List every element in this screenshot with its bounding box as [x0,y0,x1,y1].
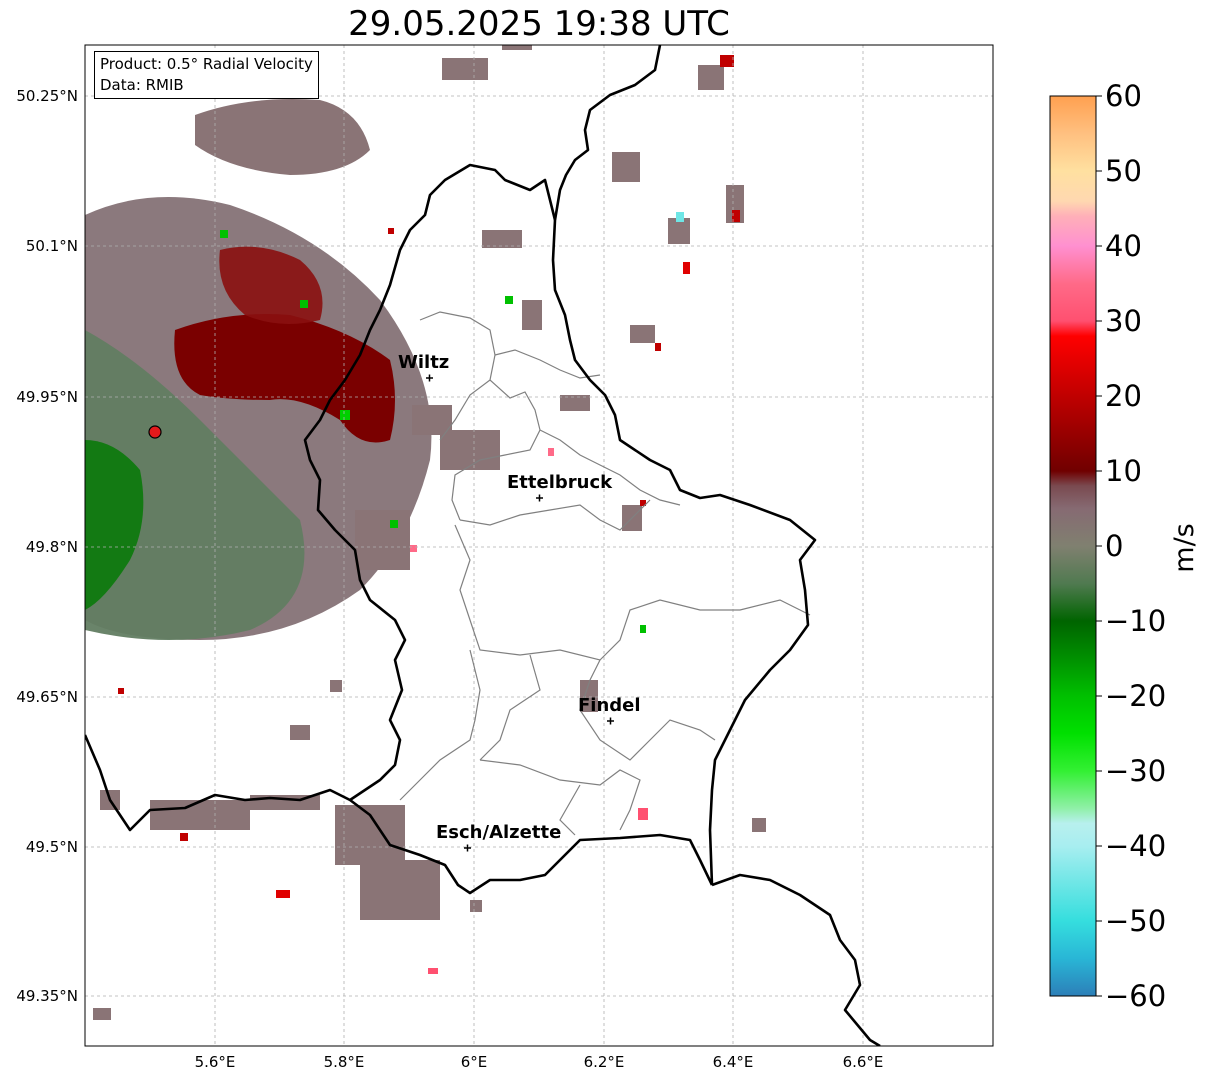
city-marker-icon [464,844,471,852]
lat-tick-label: 49.5°N [26,838,78,856]
city-markers: Wiltz Ettelbruck Findel Esch/Alzette [398,352,641,852]
colorbar-tick-label: −10 [1105,604,1166,638]
echo-area-strong-approaching [85,440,144,610]
colorbar-scale [1049,95,1097,997]
city-label: Findel [578,695,641,716]
colorbar-label: m/s [1169,523,1200,572]
lat-tick-label: 49.35°N [16,987,78,1005]
lon-tick-label: 6.6°E [843,1053,884,1071]
map-frame [84,44,994,1047]
city-label: Ettelbruck [507,472,613,493]
city-marker-icon [536,494,543,502]
scattered-echoes [93,45,766,1020]
colorbar-tick-label: 40 [1105,229,1142,263]
echo-area-approaching [85,330,305,640]
city-esch-alzette: Esch/Alzette [436,822,561,852]
lat-tick-label: 49.95°N [16,388,78,406]
product-info-box: Product: 0.5° Radial Velocity Data: RMIB [94,51,319,99]
colorbar-tick-label: −30 [1105,754,1166,788]
city-marker-icon [607,717,614,725]
colorbar-tick-label: −20 [1105,679,1166,713]
radar-site-marker [148,425,162,439]
lat-tick-label: 50.1°N [26,237,78,255]
city-wiltz: Wiltz [398,352,449,382]
lat-tick-label: 49.65°N [16,688,78,706]
colorbar-ticks: 60 50 40 30 20 10 0 −10 −20 −30 −40 −50 −60 [1096,79,1166,1013]
colorbar-tick-label: 60 [1105,79,1142,113]
longitude-axis: 5.6°E 5.8°E 6°E 6.2°E 6.4°E 6.6°E [195,1053,884,1071]
echo-area-receding-north [219,246,323,324]
city-label: Esch/Alzette [436,822,561,843]
lon-tick-label: 6°E [461,1053,488,1071]
lat-tick-label: 49.8°N [26,538,78,556]
colorbar-tick-label: 20 [1105,379,1142,413]
colorbar-tick-label: 50 [1105,154,1142,188]
canton-boundaries [399,311,811,836]
city-label: Wiltz [398,352,449,373]
lon-tick-label: 6.4°E [713,1053,754,1071]
lon-tick-label: 6.2°E [584,1053,625,1071]
map-title: 29.05.2025 19:38 UTC [348,4,730,44]
colorbar-tick-label: −40 [1105,829,1166,863]
city-marker-icon [426,374,433,382]
colorbar-tick-label: 30 [1105,304,1142,338]
city-findel: Findel [578,695,641,725]
speckle-echoes [118,55,740,974]
city-ettelbruck: Ettelbruck [507,472,613,502]
country-borders [85,45,881,1046]
product-line: Product: 0.5° Radial Velocity [100,55,313,73]
colorbar-tick-label: −50 [1105,904,1166,938]
lat-tick-label: 50.25°N [16,87,78,105]
lon-tick-label: 5.8°E [324,1053,365,1071]
colorbar-tick-label: 0 [1105,529,1123,563]
colorbar-tick-label: −60 [1105,979,1166,1013]
radar-echo-layer [85,45,993,1046]
lon-tick-label: 5.6°E [195,1053,236,1071]
echo-area-northwest [195,99,370,175]
latitude-axis: 50.25°N 50.1°N 49.95°N 49.8°N 49.65°N 49… [16,87,78,1005]
colorbar: 60 50 40 30 20 10 0 −10 −20 −30 −40 −50 −60 m/s [1049,79,1200,1013]
colorbar-tick-label: 10 [1105,454,1142,488]
gridlines [85,45,993,1046]
data-source-line: Data: RMIB [100,76,184,94]
echo-area-receding [174,314,395,443]
